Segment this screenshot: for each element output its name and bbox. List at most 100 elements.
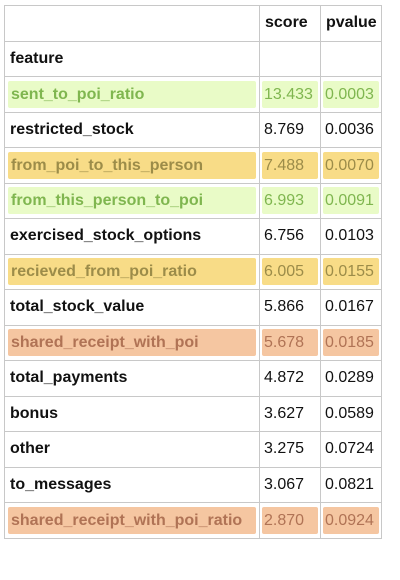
score-cell-text: 6.756 <box>264 227 305 245</box>
feature-label-row: feature <box>4 40 382 77</box>
feature-cell-text: shared_receipt_with_poi <box>8 329 256 357</box>
pvalue-cell: 0.0924 <box>320 502 382 539</box>
feature-cell-text: total_payments <box>10 369 128 387</box>
score-cell: 8.769 <box>259 111 321 148</box>
feature-cell: sent_to_poi_ratio <box>4 76 260 113</box>
feature-cell-text: sent_to_poi_ratio <box>8 80 256 108</box>
feature-cell-text: recieved_from_poi_ratio <box>8 258 256 286</box>
feature-cell: other <box>4 431 260 468</box>
feature-cell-text: other <box>10 440 50 458</box>
feature-cell-text: shared_receipt_with_poi_ratio <box>8 506 256 534</box>
score-cell-text: 13.433 <box>262 80 318 108</box>
feature-cell-text: restricted_stock <box>10 120 134 138</box>
pvalue-cell: 0.0289 <box>320 360 382 397</box>
header-feature: feature <box>4 40 260 77</box>
pvalue-cell: 0.0091 <box>320 182 382 219</box>
pvalue-cell-text: 0.0103 <box>325 227 374 245</box>
pvalue-cell-text: 0.0821 <box>325 475 374 493</box>
score-cell-text: 6.993 <box>262 187 318 215</box>
table-row: from_this_person_to_poi 6.993 0.0091 <box>4 182 382 219</box>
pvalue-cell: 0.0185 <box>320 324 382 361</box>
feature-cell: bonus <box>4 395 260 432</box>
feature-cell: exercised_stock_options <box>4 218 260 255</box>
score-cell-text: 2.870 <box>262 506 318 534</box>
score-cell-text: 5.678 <box>262 329 318 357</box>
feature-cell: shared_receipt_with_poi <box>4 324 260 361</box>
feature-cell-text: exercised_stock_options <box>10 227 202 245</box>
score-cell-text: 7.488 <box>262 151 318 179</box>
table-row: shared_receipt_with_poi 5.678 0.0185 <box>4 324 382 361</box>
score-cell: 2.870 <box>259 502 321 539</box>
feature-cell-text: bonus <box>10 404 58 422</box>
feature-cell: to_messages <box>4 466 260 503</box>
score-cell-text: 3.067 <box>264 475 305 493</box>
pvalue-cell: 0.0036 <box>320 111 382 148</box>
feature-cell: recieved_from_poi_ratio <box>4 253 260 290</box>
score-cell: 13.433 <box>259 76 321 113</box>
table-row: recieved_from_poi_ratio 6.005 0.0155 <box>4 253 382 290</box>
feature-cell: total_payments <box>4 360 260 397</box>
score-cell: 3.067 <box>259 466 321 503</box>
pvalue-cell: 0.0003 <box>320 76 382 113</box>
pvalue-cell-text: 0.0070 <box>323 151 379 179</box>
pvalue-cell: 0.0103 <box>320 218 382 255</box>
feature-cell: shared_receipt_with_poi_ratio <box>4 502 260 539</box>
score-cell-text: 5.866 <box>264 298 305 316</box>
feature-cell-text: total_stock_value <box>10 298 145 316</box>
table-row: exercised_stock_options 6.756 0.0103 <box>4 218 382 255</box>
header-pvalue: pvalue <box>320 5 382 42</box>
feature-cell-text: to_messages <box>10 475 112 493</box>
pvalue-cell: 0.0167 <box>320 289 382 326</box>
table-row: to_messages 3.067 0.0821 <box>4 466 382 503</box>
score-cell: 3.627 <box>259 395 321 432</box>
score-cell-text: 6.005 <box>262 258 318 286</box>
score-cell-text: 3.627 <box>264 404 305 422</box>
pvalue-cell-text: 0.0091 <box>323 187 379 215</box>
score-cell-text: 3.275 <box>264 440 305 458</box>
pvalue-cell-text: 0.0167 <box>325 298 374 316</box>
feature-cell: from_this_person_to_poi <box>4 182 260 219</box>
score-cell: 5.866 <box>259 289 321 326</box>
score-cell: 3.275 <box>259 431 321 468</box>
pvalue-cell: 0.0724 <box>320 431 382 468</box>
score-cell: 6.005 <box>259 253 321 290</box>
empty-cell <box>259 40 321 77</box>
header-blank <box>4 5 260 42</box>
pvalue-cell-text: 0.0003 <box>323 80 379 108</box>
table-row: total_payments 4.872 0.0289 <box>4 360 382 397</box>
score-cell: 5.678 <box>259 324 321 361</box>
pvalue-cell-text: 0.0155 <box>323 258 379 286</box>
table-row: shared_receipt_with_poi_ratio 2.870 0.0924 <box>4 502 382 539</box>
pvalue-cell-text: 0.0924 <box>323 506 379 534</box>
empty-cell <box>320 40 382 77</box>
pvalue-cell-text: 0.0036 <box>325 120 374 138</box>
header-row: score pvalue <box>4 5 382 42</box>
score-cell-text: 4.872 <box>264 369 305 387</box>
pvalue-cell: 0.0821 <box>320 466 382 503</box>
feature-cell: from_poi_to_this_person <box>4 147 260 184</box>
feature-cell: total_stock_value <box>4 289 260 326</box>
pvalue-cell-text: 0.0724 <box>325 440 374 458</box>
feature-score-table: score pvalue feature sent_to_poi_ratio 13… <box>4 5 382 539</box>
table-row: total_stock_value 5.866 0.0167 <box>4 289 382 326</box>
table-row: bonus 3.627 0.0589 <box>4 395 382 432</box>
score-cell: 7.488 <box>259 147 321 184</box>
score-cell: 6.993 <box>259 182 321 219</box>
score-cell: 4.872 <box>259 360 321 397</box>
pvalue-cell: 0.0070 <box>320 147 382 184</box>
score-cell-text: 8.769 <box>264 120 305 138</box>
table-row: restricted_stock 8.769 0.0036 <box>4 111 382 148</box>
pvalue-cell-text: 0.0185 <box>323 329 379 357</box>
header-score: score <box>259 5 321 42</box>
score-cell: 6.756 <box>259 218 321 255</box>
table-row: other 3.275 0.0724 <box>4 431 382 468</box>
pvalue-cell-text: 0.0289 <box>325 369 374 387</box>
feature-cell-text: from_this_person_to_poi <box>8 187 256 215</box>
table-row: sent_to_poi_ratio 13.433 0.0003 <box>4 76 382 113</box>
feature-cell: restricted_stock <box>4 111 260 148</box>
pvalue-cell-text: 0.0589 <box>325 404 374 422</box>
table-row: from_poi_to_this_person 7.488 0.0070 <box>4 147 382 184</box>
pvalue-cell: 0.0589 <box>320 395 382 432</box>
feature-cell-text: from_poi_to_this_person <box>8 151 256 179</box>
pvalue-cell: 0.0155 <box>320 253 382 290</box>
